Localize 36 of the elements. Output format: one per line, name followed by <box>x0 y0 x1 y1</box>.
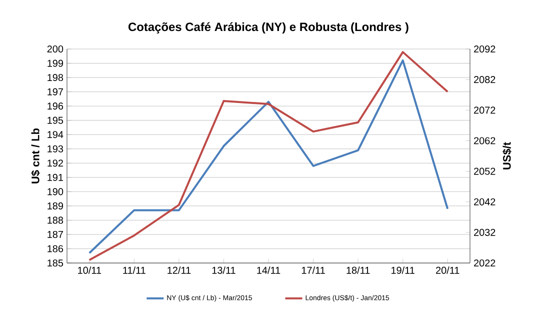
y2-tick-label: 2032 <box>474 228 496 236</box>
y-tick-label: 192 <box>48 160 63 167</box>
y2-tick-label: 2042 <box>474 198 496 206</box>
y-tick-label: 189 <box>48 202 64 210</box>
x-tick-label: 20/11 <box>436 266 460 274</box>
x-tick-label: 12/11 <box>168 266 191 274</box>
y-tick-label: 193 <box>48 145 64 152</box>
x-tick-label: 11/11 <box>123 266 146 274</box>
y-tick-label: 190 <box>48 188 64 196</box>
x-tick-label: 13/11 <box>212 266 236 274</box>
y2-tick-label: 2052 <box>474 168 496 175</box>
y-tick-label: 195 <box>48 116 64 124</box>
y-tick-label: 199 <box>48 60 64 67</box>
y-tick-label: 196 <box>48 102 64 110</box>
y-tick-label: 188 <box>48 216 64 224</box>
y-tick-label: 186 <box>48 245 64 252</box>
y-tick-label: 198 <box>48 74 64 82</box>
y2-tick-label: 2092 <box>474 45 496 53</box>
y-tick-label: 200 <box>47 45 64 53</box>
chart-title: Cotações Café Arábica (NY) e Robusta (Londres ) <box>128 22 408 34</box>
y2-tick-label: 2072 <box>474 106 496 114</box>
y2-tick-label: 2062 <box>474 137 496 144</box>
x-tick-label: 17/11 <box>302 266 325 274</box>
y-tick-label: 185 <box>48 259 64 267</box>
y-tick-label: 187 <box>48 230 63 238</box>
y-tick-label: 194 <box>48 131 64 138</box>
y-tick-label: 191 <box>48 174 63 181</box>
y-tick-label: 197 <box>48 88 63 96</box>
y2-axis-title: US$/t <box>502 142 512 170</box>
x-tick-label: 10/11 <box>78 266 102 274</box>
y-axis-title: U$ cnt / Lb <box>31 128 40 184</box>
x-tick-label: 18/11 <box>346 266 370 274</box>
y2-tick-label: 2082 <box>474 76 496 84</box>
x-tick-label: 14/11 <box>257 266 280 274</box>
y2-tick-label: 2022 <box>474 259 496 267</box>
x-tick-label: 19/11 <box>392 266 414 274</box>
